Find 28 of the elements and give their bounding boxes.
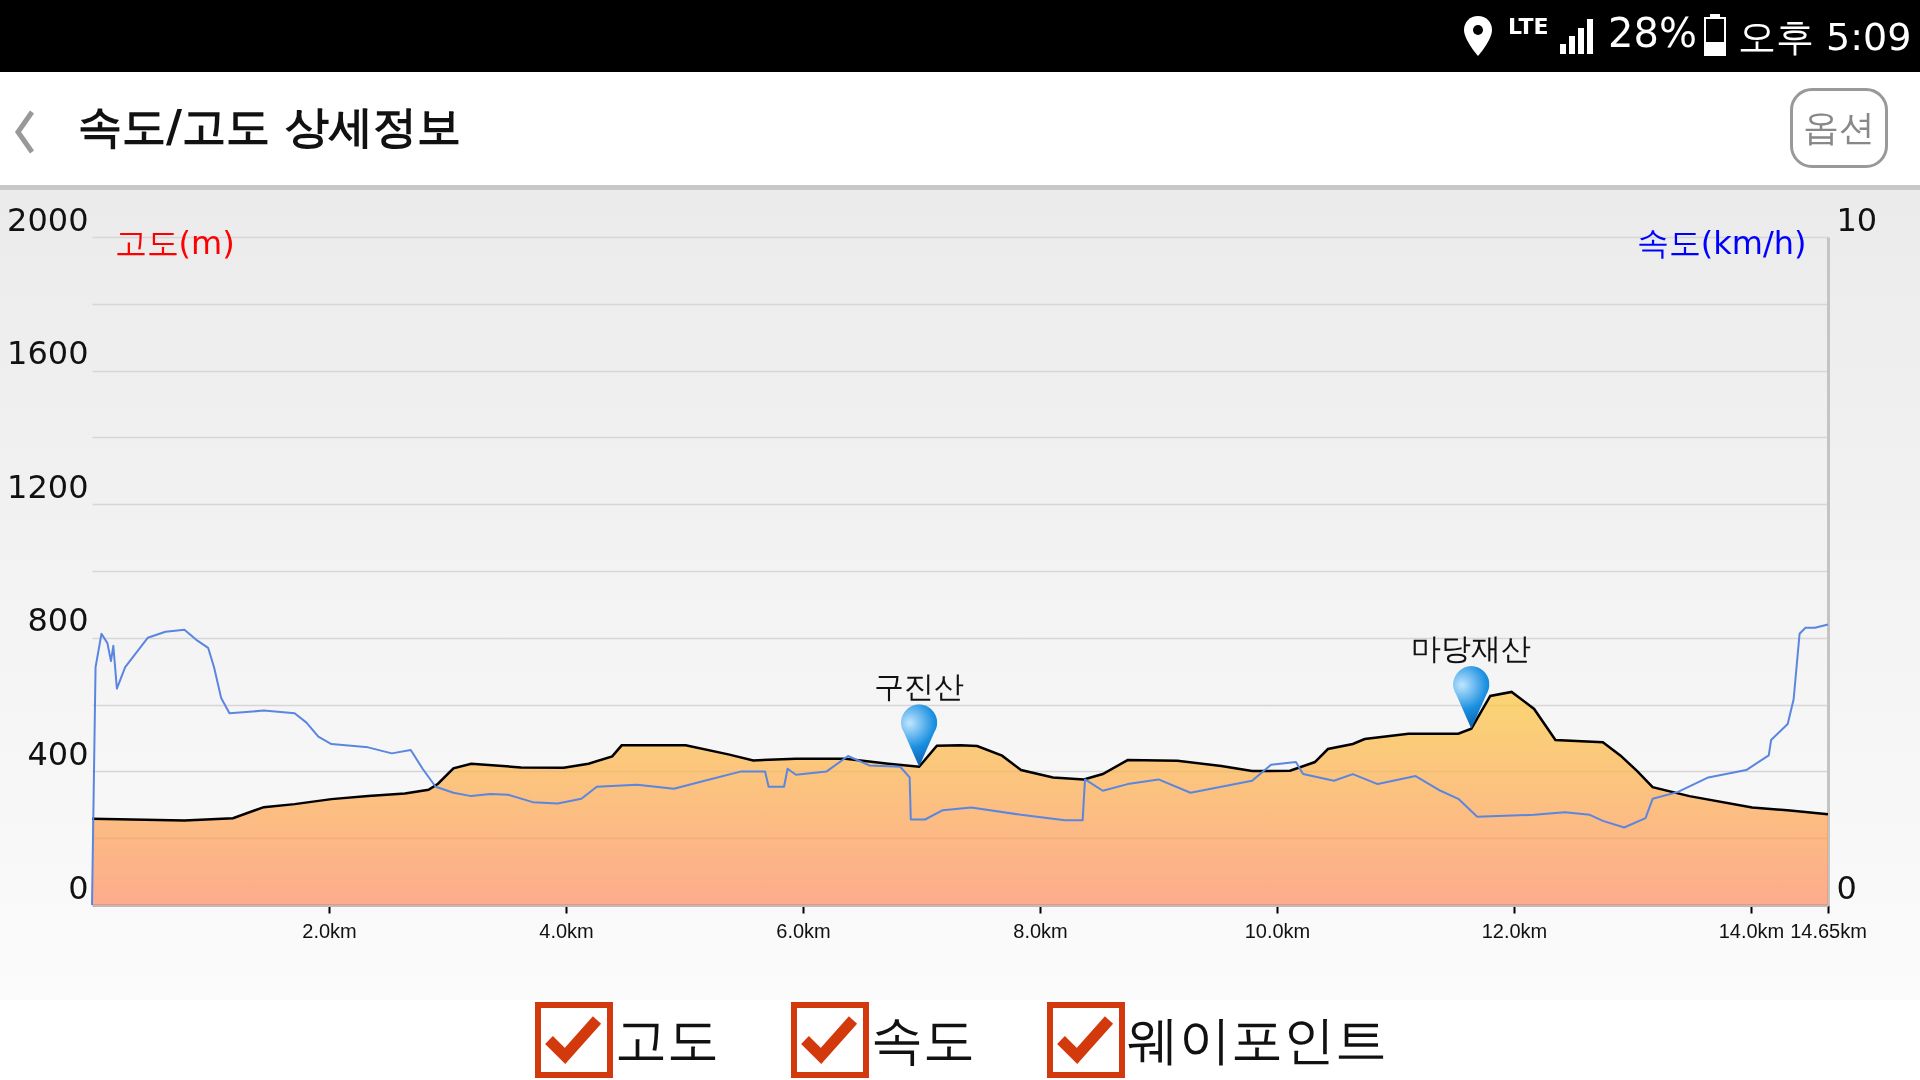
x-tick-label: 4.0km (539, 919, 594, 942)
chart-title: 속도/고도 상세정보 (78, 100, 462, 154)
y2-axis-title: 속도(km/h) (1636, 223, 1807, 262)
y-tick-label: 1600 (7, 334, 89, 373)
text: 28% (1608, 10, 1697, 56)
x-tick-label: 14.0km (1718, 919, 1785, 942)
x-tick-label: 12.0km (1481, 919, 1548, 942)
annotation: 구진산 (874, 668, 965, 704)
y-tick-label: 2000 (7, 200, 89, 239)
y-tick-label: 1200 (7, 467, 89, 506)
options-button: 옵션 (1790, 88, 1888, 168)
text: 웨이포인트 (1127, 1009, 1387, 1072)
y-tick-label: 400 (27, 734, 89, 773)
x-tick-label: 2.0km (302, 919, 357, 942)
x-tick-label: 6.0km (776, 919, 831, 942)
y-tick-label: 0 (68, 868, 89, 907)
x-tick-label: 14.65km (1790, 919, 1867, 942)
y-tick-label: 800 (27, 601, 89, 640)
x-tick-label: 10.0km (1244, 919, 1311, 942)
text: 속도 (871, 1009, 975, 1072)
annotation: 마당재산 (1411, 630, 1532, 666)
y2-tick-label: 0 (1836, 868, 1857, 907)
text: 오후 5:09 (1738, 14, 1912, 61)
y2-tick-label: 10 (1836, 200, 1878, 239)
text: LTE (1508, 14, 1549, 39)
text: 고도 (615, 1009, 719, 1072)
x-tick-label: 8.0km (1013, 919, 1068, 942)
y-axis-title: 고도(m) (114, 223, 235, 262)
